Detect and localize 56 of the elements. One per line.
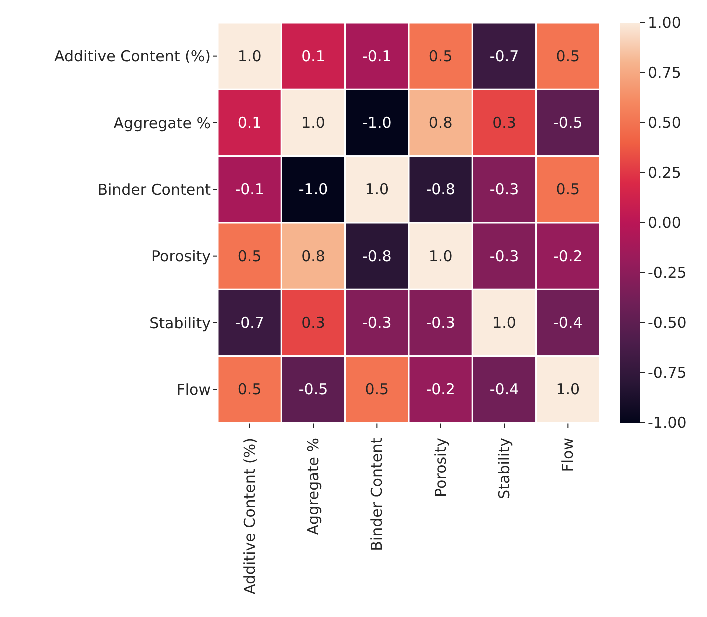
color-bar-label: 0.00 bbox=[648, 214, 682, 232]
color-bar-label: -1.00 bbox=[648, 414, 687, 432]
color-bar-label: 1.00 bbox=[648, 14, 682, 32]
data-label: -0.2 bbox=[554, 247, 583, 266]
data-label: 0.5 bbox=[428, 47, 453, 66]
y-tick-label: Flow bbox=[176, 380, 211, 399]
y-tick-label: Porosity bbox=[152, 248, 212, 266]
x-tick-label: Porosity bbox=[432, 438, 450, 498]
data-label: -0.3 bbox=[362, 314, 392, 332]
data-label: 0.5 bbox=[238, 380, 262, 399]
data-label: 0.5 bbox=[238, 247, 262, 266]
data-label: -0.1 bbox=[235, 180, 264, 199]
data-label: -0.3 bbox=[490, 180, 520, 199]
data-label: 1.0 bbox=[556, 380, 580, 399]
data-label: 0.5 bbox=[556, 180, 580, 199]
data-label: 1.0 bbox=[238, 47, 262, 66]
x-tick-label: Binder Content bbox=[368, 438, 386, 552]
y-tick-label: Binder Content bbox=[98, 180, 212, 199]
x-tick-label: Flow bbox=[559, 438, 578, 472]
data-label: -0.7 bbox=[490, 47, 520, 66]
data-label: -0.5 bbox=[298, 380, 328, 399]
color-bar-label: 0.25 bbox=[648, 164, 682, 182]
data-label: -0.4 bbox=[554, 314, 583, 332]
color-bar-label: 0.50 bbox=[648, 114, 682, 132]
y-tick-label: Aggregate % bbox=[114, 114, 211, 132]
x-tick-label: Stability bbox=[496, 438, 514, 500]
data-label: 0.8 bbox=[428, 114, 453, 132]
color-bar-label: -0.50 bbox=[648, 314, 687, 332]
data-label: 0.5 bbox=[556, 47, 580, 66]
data-label: -0.5 bbox=[554, 114, 583, 132]
color-bar-label: -0.75 bbox=[648, 364, 687, 382]
data-label: 0.1 bbox=[238, 114, 262, 132]
data-label: 0.3 bbox=[302, 314, 326, 332]
data-label: 1.0 bbox=[302, 114, 326, 132]
data-label: -0.2 bbox=[426, 380, 456, 399]
data-label: -0.3 bbox=[426, 314, 456, 332]
data-label: -0.4 bbox=[490, 380, 520, 399]
y-tick-label: Additive Content (%) bbox=[54, 48, 211, 66]
data-label: -0.3 bbox=[490, 247, 520, 266]
color-bar-label: -0.25 bbox=[648, 264, 687, 282]
data-label: -0.8 bbox=[426, 180, 456, 199]
x-tick-label: Aggregate % bbox=[304, 438, 322, 536]
data-label: 1.0 bbox=[492, 314, 516, 332]
data-label: 1.0 bbox=[365, 180, 390, 199]
y-tick-label: Stability bbox=[150, 314, 212, 332]
data-label: -1.0 bbox=[362, 114, 392, 132]
data-label: -1.0 bbox=[298, 180, 328, 199]
data-label: 1.0 bbox=[428, 247, 453, 266]
data-label: 0.1 bbox=[302, 47, 326, 66]
data-label: -0.8 bbox=[362, 247, 392, 266]
data-label: 0.5 bbox=[365, 380, 390, 399]
color-bar-label: 0.75 bbox=[648, 64, 682, 82]
data-label: -0.7 bbox=[235, 314, 264, 332]
data-label: -0.1 bbox=[362, 47, 392, 66]
data-label: 0.3 bbox=[492, 114, 516, 132]
data-label: 0.8 bbox=[302, 247, 326, 266]
